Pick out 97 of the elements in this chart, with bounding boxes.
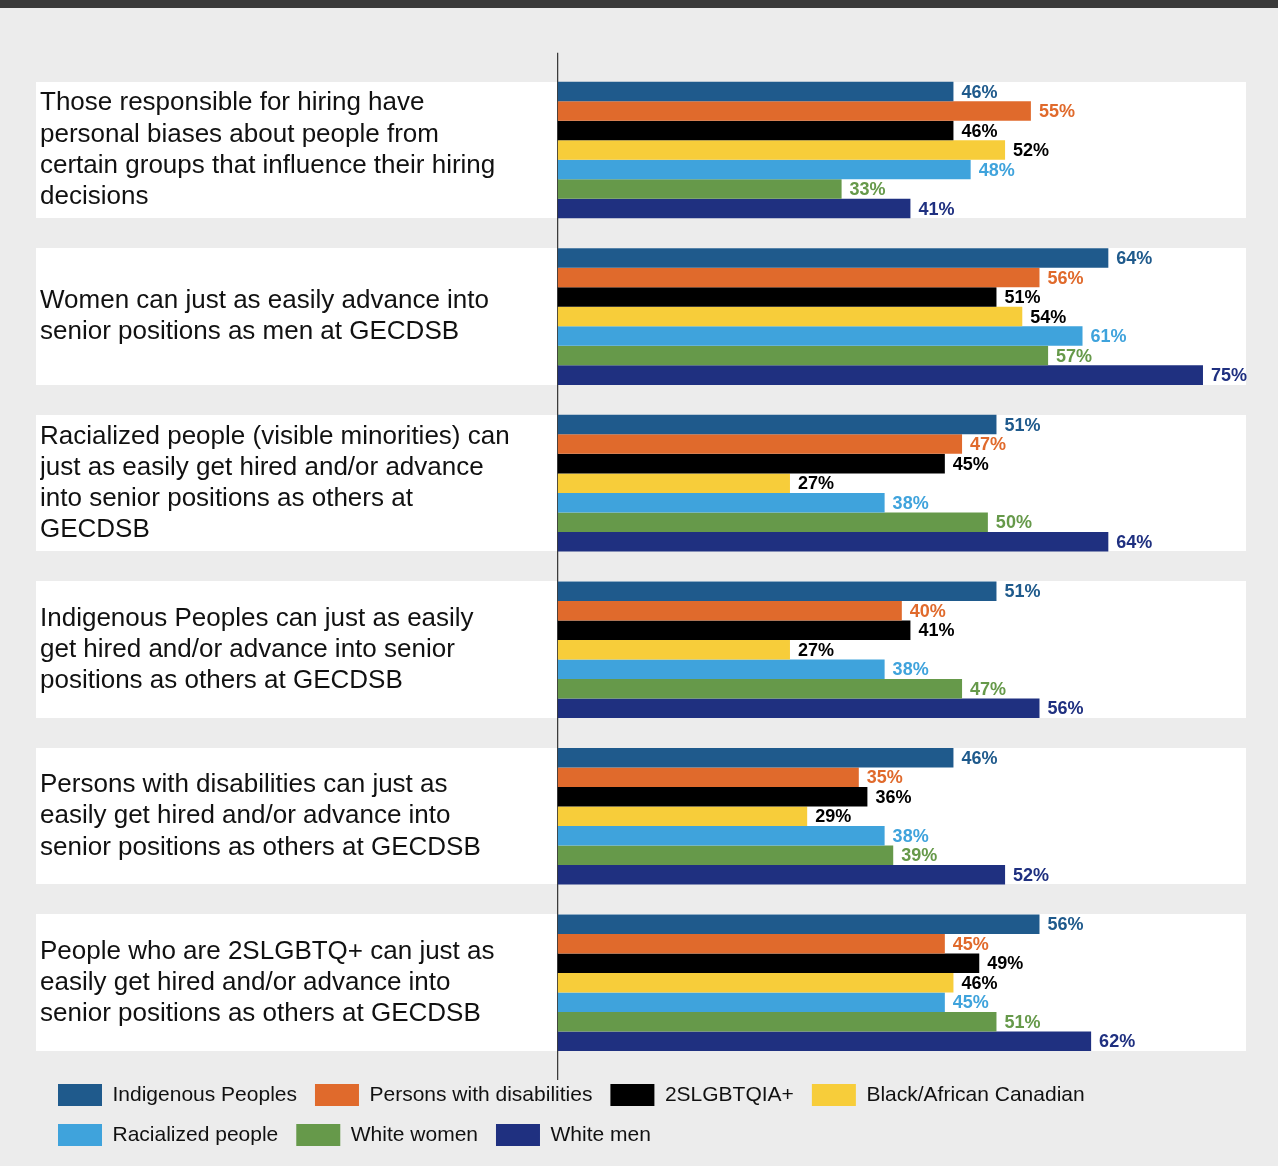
legend-label: Racialized people (112, 1121, 279, 1145)
bar (557, 845, 894, 865)
bar (557, 159, 971, 180)
data-label: 54% (1030, 306, 1067, 327)
legend-label: White men (550, 1121, 651, 1145)
y-tick-label: Persons with disabilities can just as easily get hired and/or advance into senior positions as others at GECDSB (40, 768, 481, 861)
bar (557, 248, 1109, 268)
bar (557, 414, 997, 435)
data-label: 52% (1013, 864, 1050, 885)
bar (557, 1031, 1092, 1052)
data-label: 56% (1047, 698, 1084, 719)
data-label: 64% (1116, 531, 1153, 552)
y-tick-label: Racialized people (visible minorities) can just as easily get hired and/or advance into senior positions as others at GECDSB (39, 419, 510, 544)
data-label: 62% (1099, 1031, 1136, 1052)
data-label: 27% (797, 473, 834, 494)
bar (557, 600, 902, 621)
bar (557, 306, 1023, 327)
data-label: 45% (952, 453, 989, 474)
bar (557, 698, 1040, 718)
bar (557, 678, 963, 699)
bar (557, 198, 911, 219)
data-label: 46% (961, 81, 998, 102)
y-tick-label: Women can just as easily advance into senior positions as men at GECDSB (40, 284, 489, 346)
bar (557, 120, 954, 141)
data-label: 33% (849, 179, 886, 200)
bar (557, 620, 911, 640)
data-label: 38% (892, 825, 929, 846)
bar (557, 992, 945, 1012)
data-label: 41% (918, 198, 955, 219)
data-label: 47% (970, 678, 1007, 699)
data-label: 45% (952, 933, 989, 954)
bar (557, 864, 1006, 885)
data-label: 29% (815, 806, 852, 827)
bar (557, 531, 1109, 552)
bar (557, 747, 954, 768)
bar (557, 933, 945, 954)
data-label: 35% (866, 767, 903, 788)
data-label: 38% (892, 659, 929, 680)
data-label: 55% (1038, 101, 1075, 122)
bar (557, 786, 868, 807)
data-label: 49% (987, 953, 1024, 974)
y-tick-label: Indigenous Peoples can just as easily get hired and/or advance into senior positions as others at GECDSB (40, 601, 474, 695)
data-label: 39% (901, 845, 938, 866)
data-label: 50% (995, 512, 1032, 533)
data-label: 38% (892, 492, 929, 513)
bar (557, 581, 997, 601)
data-label: 47% (970, 434, 1007, 455)
bar (557, 365, 1203, 385)
data-label: 61% (1090, 326, 1127, 347)
bar (557, 512, 988, 532)
data-label: 46% (961, 747, 998, 768)
data-label: 36% (875, 786, 912, 807)
data-label: 48% (978, 159, 1015, 180)
bar (557, 806, 808, 826)
data-label: 41% (918, 620, 955, 641)
bar (557, 972, 954, 993)
data-label: 56% (1047, 267, 1084, 288)
bar (557, 492, 885, 513)
bar (557, 473, 790, 493)
data-label: 27% (797, 639, 834, 660)
bar (557, 767, 859, 787)
data-label: 64% (1116, 248, 1153, 269)
bar (557, 326, 1083, 346)
data-label: 46% (961, 972, 998, 993)
bar (557, 287, 997, 307)
data-label: 52% (1013, 140, 1050, 161)
y-tick-label: People who are 2SLGBTQ+ can just as easily get hired and/or advance into senior positions as others at GECDSB (40, 934, 495, 1028)
bar (557, 825, 885, 846)
data-label: 51% (1004, 414, 1041, 435)
y-tick-label: Those responsible for hiring have personal biases about people from certain groups that influence their hiring decisions (40, 86, 496, 211)
bar (557, 453, 945, 474)
data-label: 40% (909, 600, 946, 621)
legend-label: Indigenous Peoples (112, 1081, 297, 1105)
bar (557, 267, 1040, 288)
data-label: 57% (1056, 345, 1093, 366)
legend-label: 2SLGBTQIA+ (664, 1081, 794, 1105)
bar (557, 345, 1049, 366)
bar (557, 434, 963, 454)
bar (557, 81, 954, 102)
legend-label: Persons with disabilities (369, 1081, 593, 1105)
bar (557, 179, 842, 199)
data-label: 45% (952, 992, 989, 1013)
bar (557, 1012, 997, 1032)
data-label: 51% (1004, 1011, 1041, 1032)
data-label: 51% (1004, 581, 1041, 602)
data-label: 56% (1047, 914, 1084, 935)
bar (557, 101, 1031, 121)
data-label: 75% (1210, 365, 1248, 386)
data-label: 46% (961, 120, 998, 141)
bar (557, 659, 885, 679)
data-label: 51% (1004, 287, 1041, 308)
legend-label: White women (350, 1121, 478, 1145)
legend-label: Black/African Canadian (866, 1081, 1085, 1105)
bar (557, 953, 980, 973)
bar (557, 140, 1006, 160)
bar (557, 639, 790, 660)
bar (557, 914, 1040, 934)
